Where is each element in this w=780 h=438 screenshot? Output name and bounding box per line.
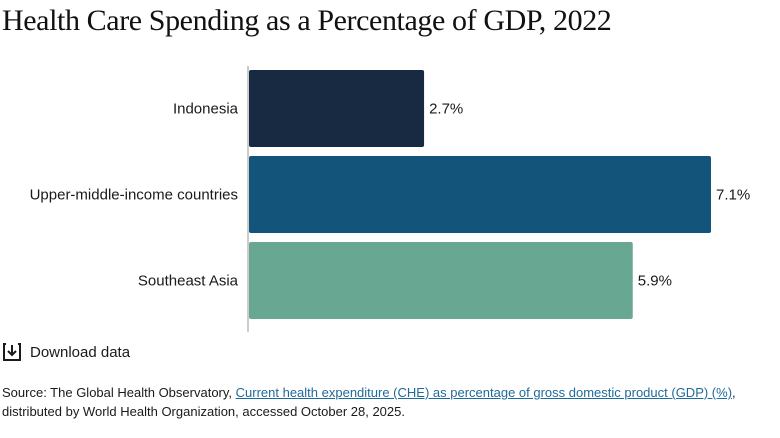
category-label: Upper-middle-income countries (30, 187, 238, 204)
download-data-button[interactable]: Download data (2, 342, 130, 362)
source-suffix: , distributed by World Health Organizati… (2, 385, 736, 419)
bar (249, 242, 633, 319)
value-label: 7.1% (716, 187, 750, 204)
bar (249, 156, 711, 233)
download-icon (3, 343, 21, 361)
source-prefix: Source: The Global Health Observatory, (2, 385, 236, 400)
category-label: Southeast Asia (138, 273, 239, 290)
source-note: Source: The Global Health Observatory, C… (2, 383, 774, 421)
chart-title: Health Care Spending as a Percentage of … (2, 4, 612, 37)
source-link[interactable]: Current health expenditure (CHE) as perc… (235, 385, 733, 400)
category-label: Indonesia (173, 101, 239, 118)
value-label: 5.9% (638, 273, 672, 290)
download-label: Download data (30, 343, 131, 361)
bar-chart: Indonesia 2.7% Upper-middle-income countri… (30, 66, 750, 332)
bar (249, 70, 425, 147)
value-label: 2.7% (429, 101, 463, 118)
